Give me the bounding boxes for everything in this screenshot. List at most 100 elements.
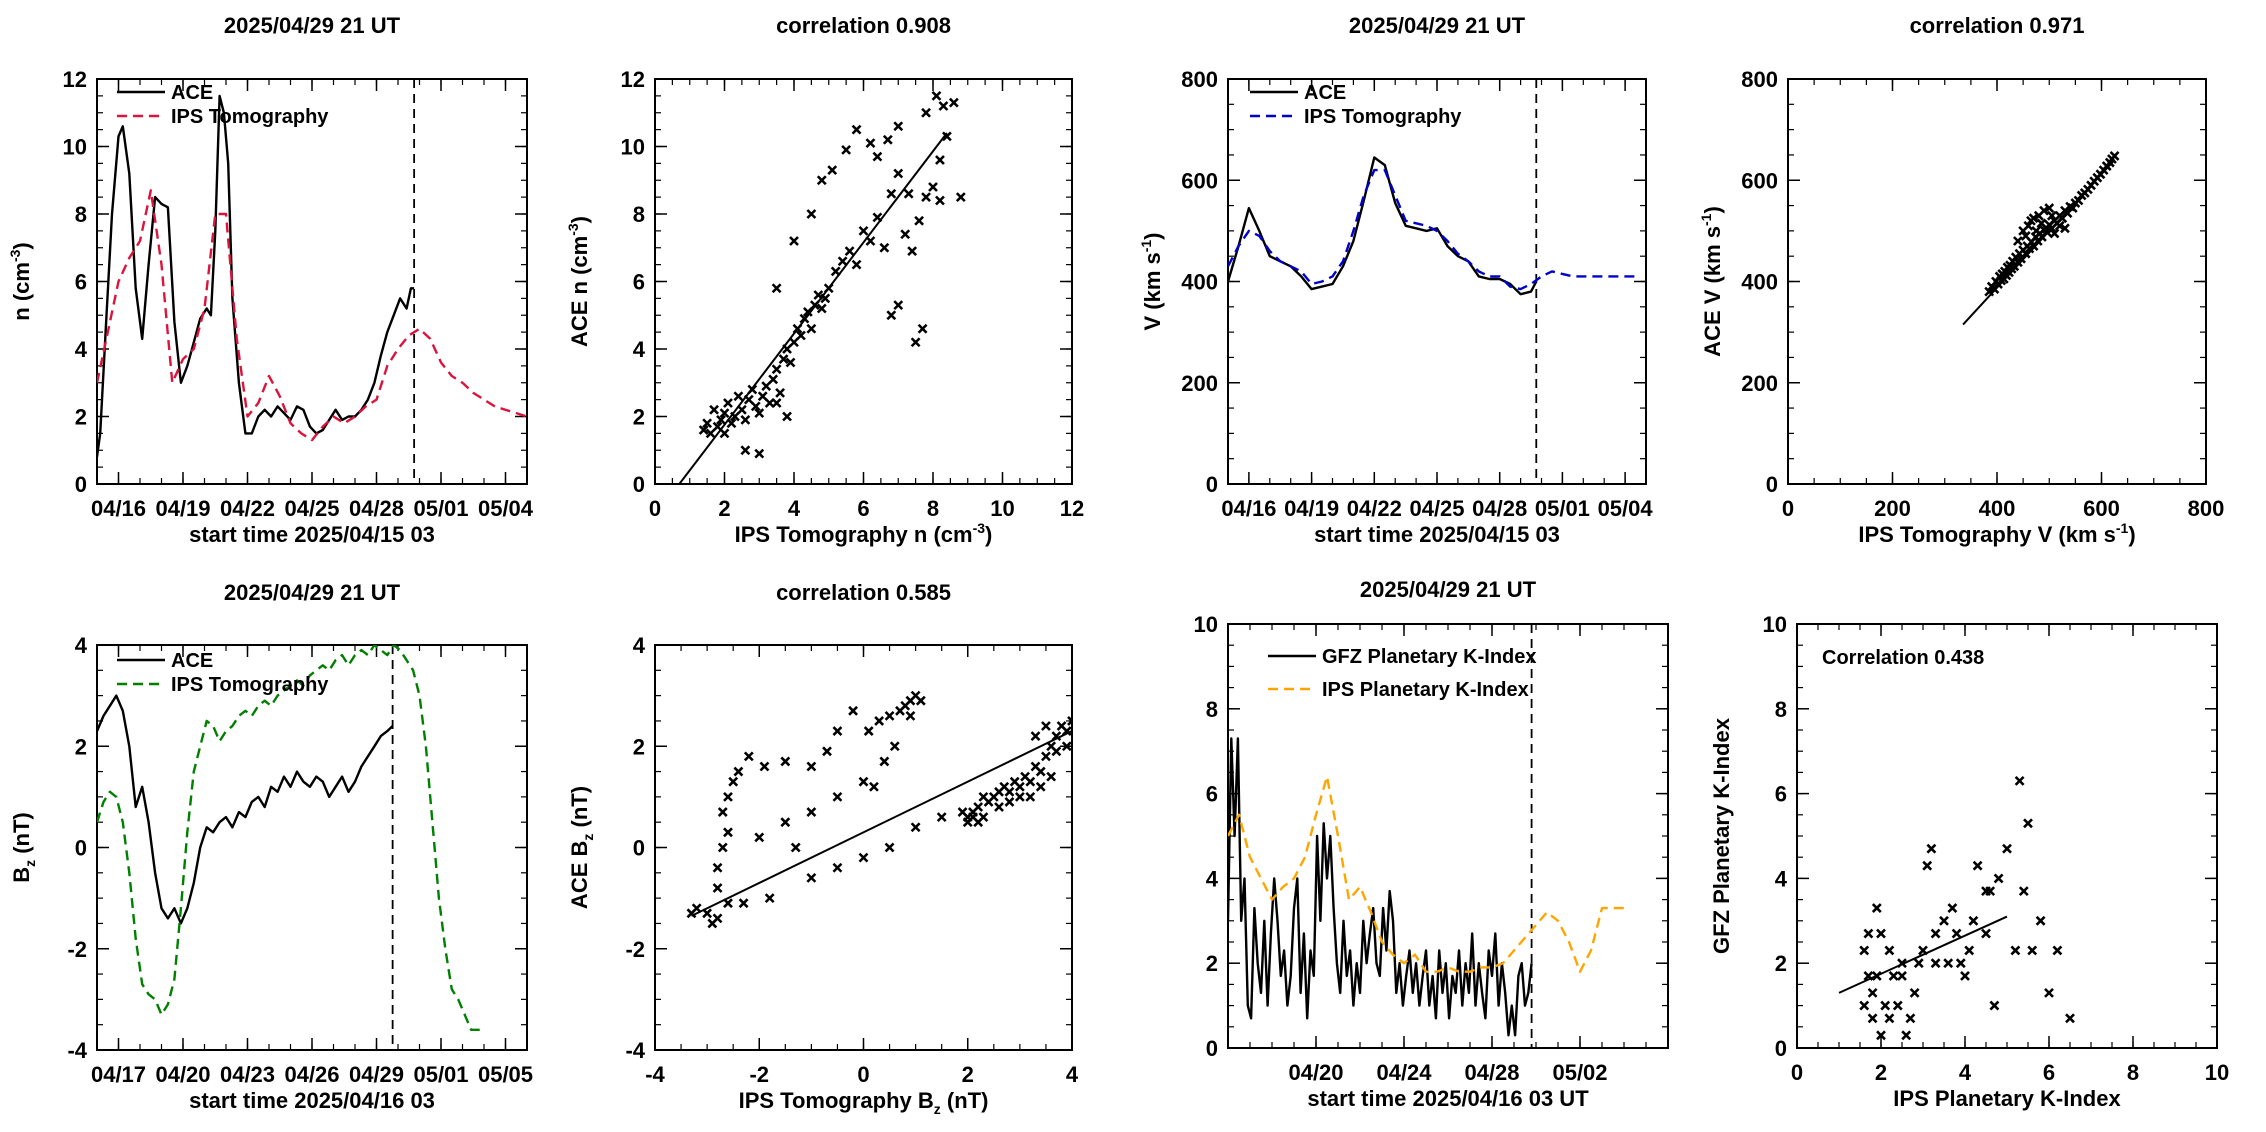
panel-3: 04/16 04/19 04/22 04/25 04/28 05/01 05/04 0 200 4…	[1138, 13, 1653, 547]
scatter-point	[865, 138, 876, 149]
scatter-point	[1897, 971, 1907, 981]
scatter-point	[705, 428, 716, 439]
y-tick-label: 0	[1775, 1036, 1787, 1061]
series-line-2	[97, 189, 527, 442]
y-tick-label: 6	[1206, 782, 1218, 807]
x-tick-label: 04/17	[91, 1062, 146, 1087]
legend-label: ACE	[171, 82, 213, 104]
scatter-point	[1041, 721, 1051, 731]
scatter-point	[733, 766, 744, 777]
scatter-point	[2020, 231, 2031, 241]
scatter-point	[2046, 210, 2057, 221]
panel-8: 0 2 4 6 8 10 0 2 4 6 8 10 IPS Planetary K-Index GFZ P…	[1709, 612, 2229, 1111]
x-tick-label: 0	[1791, 1060, 1803, 1085]
x-tick-label: -2	[749, 1062, 769, 1087]
scatter-point	[1972, 860, 1983, 871]
scatter-point	[2049, 228, 2060, 239]
x-tick-label: 05/01	[1535, 496, 1590, 521]
scatter-point	[1981, 928, 1991, 939]
scatter-point	[719, 408, 730, 419]
legend-label: IPS Tomography	[1304, 106, 1462, 128]
series-line-1	[97, 694, 394, 925]
scatter-point	[905, 710, 916, 721]
scatter-point	[740, 414, 751, 425]
plot-area	[678, 90, 966, 484]
scatter-point	[1880, 1000, 1891, 1011]
y-tick-label: 8	[633, 202, 645, 227]
scatter-point	[851, 259, 862, 270]
y-axis-label: ACE V (km s-1)	[1698, 206, 1725, 357]
legend-label: IPS Planetary K-Index	[1322, 679, 1529, 701]
scatter-point	[1859, 945, 1870, 956]
legend: GFZ Planetary K-Index IPS Planetary K-Ind…	[1268, 646, 1537, 701]
scatter-point	[2039, 205, 2049, 216]
y-tick-label: 2	[75, 405, 87, 430]
scatter-point	[1989, 1000, 2000, 1011]
y-tick-label: 0	[1206, 472, 1218, 497]
scatter-point	[761, 381, 772, 392]
scatter-point	[841, 144, 852, 155]
scatter-point	[1888, 971, 1899, 981]
x-tick-label: 400	[1979, 496, 2016, 521]
scatter-point	[1960, 971, 1970, 981]
scatter-point	[698, 425, 709, 435]
x-tick-label: 04/23	[220, 1062, 275, 1087]
scatter-point	[1035, 781, 1046, 792]
scatter-point	[1030, 731, 1041, 742]
x-tick-label: 05/01	[413, 496, 468, 521]
panel-2: 0 2 4 6 8 10 12 0 2 4 6 8 10 12 correlation 0.908 IPS T…	[565, 13, 1084, 547]
scatter-point	[2026, 215, 2036, 226]
y-tick-label: -4	[67, 1038, 87, 1063]
y-tick-label: 4	[1206, 866, 1219, 891]
x-tick-label: 2	[718, 496, 730, 521]
y-tick-label: 6	[1775, 782, 1787, 807]
scatter-point	[2027, 945, 2038, 956]
x-tick-label: 10	[990, 496, 1014, 521]
x-axis-label: IPS Tomography Bz (nT)	[739, 1088, 989, 1117]
x-tick-label: 2	[962, 1062, 974, 1087]
chart-title: correlation 0.908	[776, 13, 951, 38]
scatter-point	[738, 898, 749, 909]
scatter-point	[1863, 928, 1874, 939]
panel-6: -4 -2 0 2 4 -4 -2 0 2 4 correlation 0.585 IPS Tomog…	[567, 580, 1079, 1117]
scatter-point	[771, 398, 782, 408]
scatter-point	[832, 726, 843, 736]
x-tick-label: 04/26	[284, 1062, 339, 1087]
y-tick-label: -2	[67, 937, 87, 962]
scatter-point	[936, 812, 947, 823]
x-tick-label: 04/25	[284, 496, 339, 521]
scatter-point	[754, 832, 765, 843]
scatter-point	[2023, 220, 2034, 231]
y-tick-label: 8	[1206, 697, 1218, 722]
x-tick-label: 04/29	[349, 1062, 404, 1087]
scatter-point	[935, 155, 945, 165]
y-tick-label: 0	[633, 836, 645, 861]
scatter-point	[712, 883, 723, 893]
x-tick-label: 04/16	[1221, 496, 1276, 521]
y-tick-label: 10	[1763, 612, 1787, 637]
x-tick-label: 4	[1066, 1062, 1079, 1087]
x-tick-label: 2	[1875, 1060, 1887, 1085]
scatter-point	[728, 776, 739, 787]
x-tick-label: 04/16	[91, 496, 146, 521]
x-axis-label: start time 2025/04/16 03 UT	[1307, 1086, 1589, 1111]
scatter-point	[955, 192, 966, 203]
scatter-point	[858, 776, 869, 787]
scatter-point	[1964, 945, 1975, 956]
scatter-point	[1905, 1013, 1916, 1024]
scatter-point	[757, 391, 768, 402]
x-tick-label: 800	[2188, 496, 2225, 521]
scatter-point	[1051, 731, 1062, 742]
scatter-point	[917, 323, 928, 334]
scatter-point	[717, 807, 728, 817]
scatter-point	[717, 842, 728, 853]
scatter-point	[1968, 915, 1979, 926]
scatter-point	[1025, 776, 1036, 787]
scatter-point	[1867, 1013, 1878, 1024]
x-tick-label: 04/28	[349, 496, 404, 521]
plot-area	[1228, 79, 1636, 484]
series-line-1	[1228, 156, 1538, 296]
plot-area	[1838, 775, 2075, 1041]
scatter-point	[1951, 928, 1962, 939]
